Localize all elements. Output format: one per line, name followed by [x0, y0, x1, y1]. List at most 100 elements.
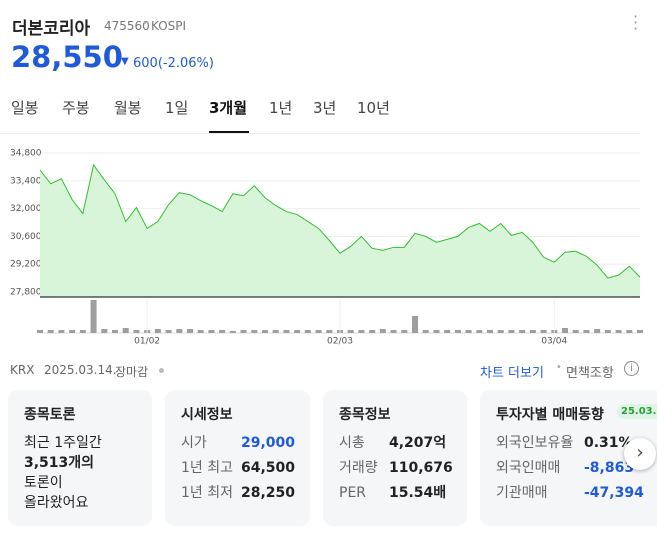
volume-bar	[358, 330, 365, 333]
card-text: 토론이	[24, 475, 63, 491]
info-icon[interactable]: i	[624, 361, 639, 376]
card[interactable]: 종목토론 최근 1주일간 3,513개의 토론이 올라왔어요	[8, 390, 152, 526]
separator: •	[556, 362, 562, 373]
volume-bar	[540, 330, 547, 333]
volume-bar	[240, 330, 247, 333]
source: KRX	[10, 363, 35, 377]
volume-bar	[497, 330, 504, 333]
info-row: 시가 29,000	[181, 432, 295, 452]
x-tick-label: 03/04	[541, 337, 567, 347]
volume-bar	[154, 329, 161, 333]
chart-more-link[interactable]: 차트 더보기	[480, 366, 544, 381]
next-button[interactable]: ›	[624, 438, 656, 470]
volume-bar	[101, 329, 108, 333]
tab[interactable]: 3개월	[209, 99, 248, 117]
disclaimer-link[interactable]: 면책조항	[566, 366, 614, 381]
chart: 27,800 29,200 30,600 32,000 33,400 34,800 01/0…	[10, 149, 643, 347]
volume-bar	[69, 330, 76, 333]
volume-bar	[615, 330, 622, 333]
volume-bar	[197, 330, 204, 333]
volume-bar	[583, 330, 590, 333]
info-label: 기관매매	[496, 485, 548, 501]
price-change: 600(-2.06%)	[133, 56, 214, 71]
volume-bar	[283, 330, 290, 333]
volume-bar	[58, 330, 65, 333]
volume-bar	[519, 330, 526, 333]
volume-bar	[251, 330, 258, 333]
price: 28,550	[11, 40, 123, 74]
volume-bar	[122, 328, 129, 333]
info-row: PER 15.54배	[339, 482, 446, 502]
tab-underline	[209, 131, 249, 133]
stock-name: 더본코리아	[12, 19, 91, 39]
volume-bar	[272, 330, 279, 333]
status: 장마감	[115, 365, 149, 379]
volume-bar	[176, 329, 183, 333]
separator: •	[142, 18, 148, 29]
volume-bar	[412, 316, 418, 333]
date-badge: 25.03.14	[617, 404, 657, 419]
volume-bar	[604, 330, 611, 333]
volume-bar	[390, 330, 397, 333]
info-value: 15.54배	[389, 485, 447, 501]
tab[interactable]: 3년	[313, 99, 337, 117]
card-title: 종목정보	[339, 407, 391, 423]
y-tick-label: 32,000	[10, 204, 42, 214]
info-row: 거래량 110,676	[339, 457, 453, 477]
date: 2025.03.14.	[44, 363, 117, 377]
info-value: -47,394	[584, 485, 644, 501]
info-value: 29,000	[241, 435, 296, 451]
volume-bar	[626, 330, 633, 333]
volume-bar	[315, 330, 322, 333]
tab[interactable]: 1년	[269, 99, 293, 117]
card[interactable]: 시세정보 시가 29,000 1년 최고 64,500 1년 최저 28,250	[165, 390, 310, 526]
info-row: 시총 4,207억	[339, 432, 446, 452]
stock-code: 475560	[104, 19, 150, 33]
tab[interactable]: 10년	[357, 99, 390, 117]
y-tick-label: 34,800	[10, 149, 42, 159]
info-label: 1년 최저	[181, 485, 233, 501]
info-row: 1년 최고 64,500	[181, 457, 295, 477]
card-text: 3,513개의	[24, 455, 95, 471]
area-fill	[40, 164, 640, 297]
volume-bar	[79, 330, 86, 333]
tab[interactable]: 1일	[165, 99, 189, 117]
volume-bar	[369, 330, 376, 333]
tab[interactable]: 일봉	[11, 99, 39, 117]
y-tick-label: 30,600	[10, 232, 42, 242]
volume-bar	[433, 330, 440, 333]
volume-bar	[379, 329, 386, 333]
volume-bar	[133, 330, 140, 333]
volume-bar	[422, 330, 429, 333]
down-arrow: ▼	[121, 56, 129, 67]
info-value: 64,500	[241, 460, 296, 476]
tab[interactable]: 주봉	[62, 99, 90, 117]
info-value: -8,863	[584, 460, 635, 476]
y-tick-label: 29,200	[10, 260, 42, 270]
volume-bar	[90, 300, 97, 333]
info-row: 기관매매 -47,394	[496, 482, 644, 502]
info-label: 외국인매매	[496, 460, 561, 476]
info-value: 110,676	[389, 460, 453, 476]
volume-bar	[229, 331, 236, 333]
volume-bar	[347, 330, 354, 333]
volume-bar	[487, 330, 493, 333]
volume-bar	[37, 330, 43, 333]
info-value: 28,250	[241, 485, 296, 501]
volume-bar	[444, 330, 451, 333]
volume-bar	[637, 330, 643, 333]
market: KOSPI	[151, 19, 187, 33]
tab[interactable]: 월봉	[114, 99, 142, 117]
info-row: 외국인매매 -8,863	[496, 457, 634, 477]
card-title: 투자자별 매매동향	[496, 407, 604, 423]
volume-bar	[165, 330, 172, 333]
volume-bar	[562, 328, 568, 333]
info-label: 시총	[339, 435, 365, 451]
price-line	[39, 163, 641, 279]
menu-button[interactable]: · · ·	[633, 7, 639, 38]
x-tick-label: 02/03	[327, 337, 353, 347]
info-label: 거래량	[339, 460, 378, 476]
volume-bar	[294, 330, 301, 333]
divider	[0, 133, 640, 134]
